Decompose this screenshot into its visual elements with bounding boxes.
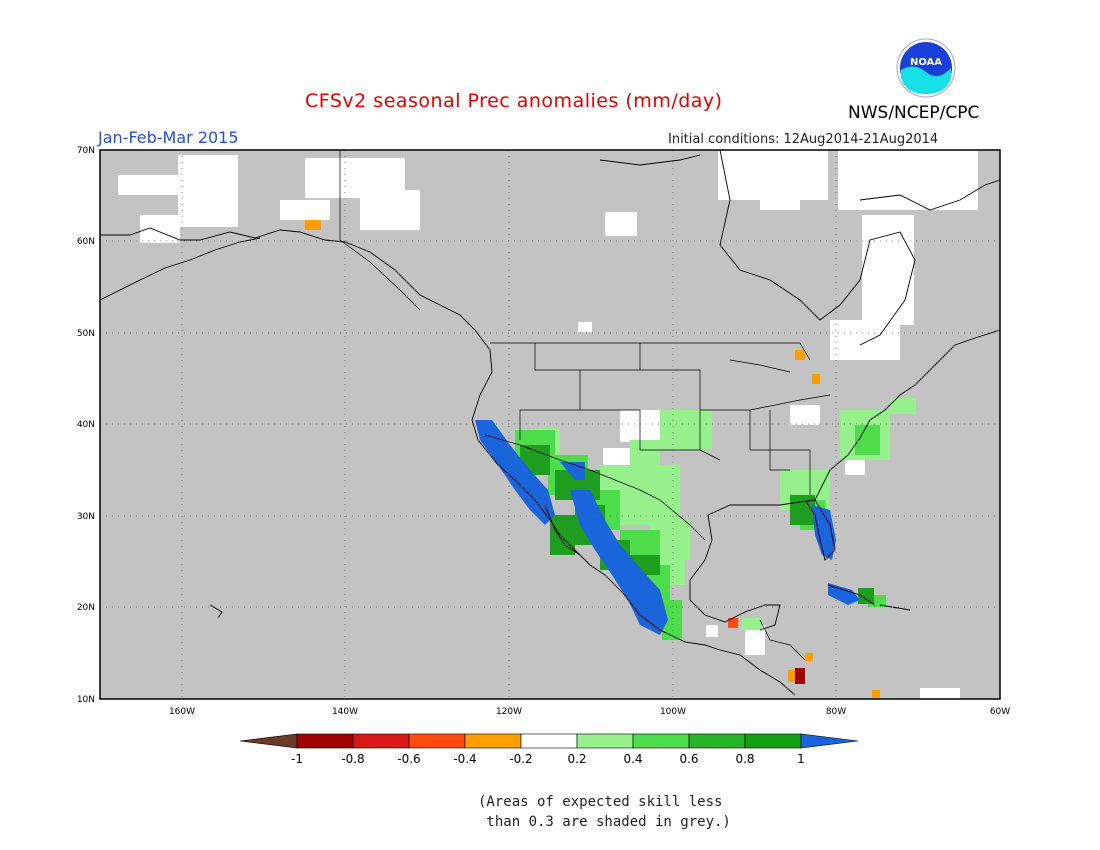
borders — [339, 150, 831, 661]
colorbar — [239, 733, 859, 749]
colorbar-tick-label: 0.8 — [735, 752, 754, 766]
coastlines — [100, 150, 1000, 696]
colorbar-swatch — [744, 733, 802, 749]
logo-text: NOAA — [910, 57, 942, 68]
agency-label: NWS/NCEP/CPC — [848, 103, 980, 123]
grid-lines — [100, 150, 1000, 699]
lon-labels: 160W 140W 120W 100W 80W 60W — [169, 707, 1010, 717]
lon-label: 140W — [332, 707, 358, 717]
map-frame — [99, 149, 1001, 700]
blue-regions — [475, 420, 860, 635]
colorbar-tick-label: 1 — [797, 752, 805, 766]
noaa-logo-icon: NOAA — [896, 38, 956, 98]
lon-label: 120W — [496, 707, 522, 717]
colorbar-tick-label: -0.8 — [341, 752, 364, 766]
season-label: Jan-Feb-Mar 2015 — [98, 128, 239, 147]
lat-label: 50N — [77, 329, 95, 339]
colorbar-swatch — [296, 733, 354, 749]
colorbar-swatch — [688, 733, 746, 749]
colorbar-labels: -1 -0.8 -0.6 -0.4 -0.2 0.2 0.4 0.6 0.8 1 — [291, 752, 805, 766]
skill-note: (Areas of expected skill less than 0.3 a… — [478, 792, 731, 832]
lon-label: 80W — [826, 707, 846, 717]
colorbar-swatch — [352, 733, 410, 749]
lon-label: 100W — [660, 707, 686, 717]
lat-label: 70N — [77, 146, 95, 156]
colorbar-swatch — [520, 733, 578, 749]
lat-label: 10N — [77, 695, 95, 705]
colorbar-tick-label: -0.4 — [453, 752, 476, 766]
colorbar-swatch — [464, 733, 522, 749]
lat-labels: 70N 60N 50N 40N 30N 20N 10N — [77, 146, 95, 705]
initial-conditions-label: Initial conditions: 12Aug2014-21Aug2014 — [668, 132, 939, 147]
colorbar-arrow-high — [800, 733, 859, 749]
colorbar-swatch — [576, 733, 634, 749]
lon-label: 60W — [990, 707, 1010, 717]
colorbar-tick-label: 0.6 — [679, 752, 698, 766]
lat-label: 20N — [77, 603, 95, 613]
dry-regions — [305, 220, 880, 698]
colorbar-tick-label: -1 — [291, 752, 303, 766]
lon-label: 160W — [169, 707, 195, 717]
colorbar-tick-label: 0.2 — [567, 752, 586, 766]
colorbar-tick-label: -0.2 — [509, 752, 532, 766]
chart-title: CFSv2 seasonal Prec anomalies (mm/day) — [305, 90, 723, 112]
lat-label: 60N — [77, 237, 95, 247]
colorbar-swatch — [408, 733, 466, 749]
colorbar-tick-label: -0.6 — [397, 752, 420, 766]
colorbar-swatch — [632, 733, 690, 749]
skill-note-line: than 0.3 are shaded in grey.) — [478, 814, 731, 830]
neutral-regions — [118, 150, 978, 699]
colorbar-tick-label: 0.4 — [623, 752, 642, 766]
skill-note-line: (Areas of expected skill less — [478, 794, 723, 810]
lat-label: 40N — [77, 420, 95, 430]
colorbar-arrow-low — [239, 733, 298, 749]
lat-label: 30N — [77, 512, 95, 522]
